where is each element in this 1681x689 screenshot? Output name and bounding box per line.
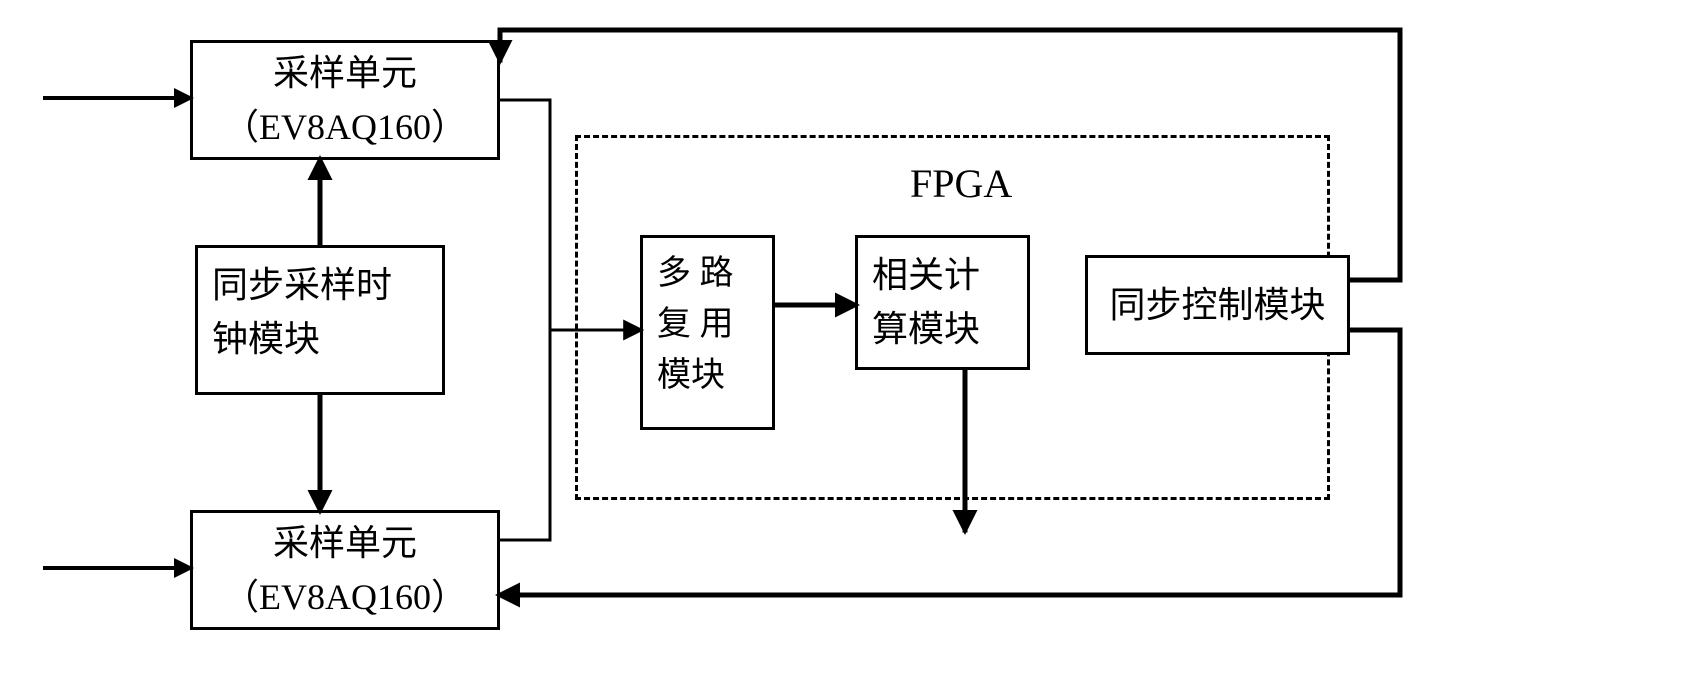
sync-control-module: 同步控制模块 (1085, 255, 1350, 355)
correlation-calc-module: 相关计 算模块 (855, 235, 1030, 370)
sampling-top-line1: 采样单元 (223, 46, 467, 100)
mux-line1: 多 路 (657, 248, 734, 299)
fpga-label: FPGA (910, 160, 1012, 207)
sampling-top-line2: （EV8AQ160） (223, 100, 467, 154)
sampling-unit-bottom: 采样单元 （EV8AQ160） (190, 510, 500, 630)
sampling-bot-line2: （EV8AQ160） (223, 570, 467, 624)
sampling-unit-top: 采样单元 （EV8AQ160） (190, 40, 500, 160)
edge-samp-bot-mux (500, 330, 550, 540)
sync-clock-line1: 同步采样时 (212, 258, 392, 312)
diagram-stage: FPGA 采样单元 （EV8AQ160） 采样单元 （EV8AQ160） 同步采… (0, 0, 1681, 689)
mux-line3: 模块 (657, 350, 734, 401)
sync-sampling-clock-module: 同步采样时 钟模块 (195, 245, 445, 395)
corr-line2: 算模块 (872, 302, 980, 356)
sync-clock-line2: 钟模块 (212, 312, 392, 366)
multiplex-module: 多 路 复 用 模块 (640, 235, 775, 430)
corr-line1: 相关计 (872, 248, 980, 302)
sync-ctrl-label: 同步控制模块 (1109, 278, 1325, 332)
mux-line2: 复 用 (657, 299, 734, 350)
sampling-bot-line1: 采样单元 (223, 516, 467, 570)
